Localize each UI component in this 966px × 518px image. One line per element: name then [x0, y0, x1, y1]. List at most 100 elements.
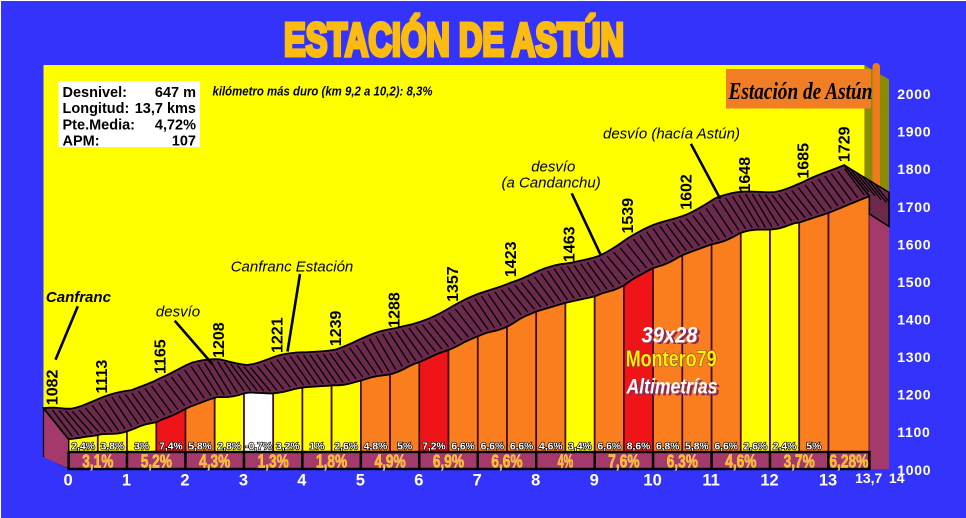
svg-text:2: 2 [180, 472, 189, 490]
svg-text:7,6%: 7,6% [608, 452, 639, 472]
svg-text:1113: 1113 [94, 360, 111, 394]
svg-text:kilómetro más duro (km 9,2 a 1: kilómetro más duro (km 9,2 a 10,2): 8,3% [213, 84, 433, 99]
svg-text:desvío: desvío [531, 159, 575, 176]
svg-text:Altimetrías: Altimetrías [628, 376, 720, 400]
svg-text:14: 14 [889, 470, 905, 486]
svg-text:2,6%: 2,6% [744, 442, 767, 453]
svg-text:Canfranc: Canfranc [46, 289, 112, 306]
svg-text:4: 4 [297, 472, 307, 490]
svg-text:9: 9 [590, 472, 599, 490]
svg-text:1165: 1165 [153, 339, 170, 374]
svg-text:1900: 1900 [897, 124, 931, 140]
svg-text:13,7: 13,7 [855, 470, 882, 486]
svg-text:4%: 4% [558, 452, 574, 472]
svg-text:1,3%: 1,3% [258, 452, 289, 472]
svg-text:39x28: 39x28 [642, 322, 699, 347]
svg-text:8: 8 [531, 472, 540, 490]
svg-text:4,3%: 4,3% [199, 452, 230, 472]
svg-text:1357: 1357 [445, 266, 462, 302]
svg-text:12: 12 [760, 472, 778, 490]
svg-text:-0,7%: -0,7% [245, 442, 272, 453]
svg-text:Pte.Media:: Pte.Media: [63, 117, 136, 133]
svg-text:desvío (hacía Astún): desvío (hacía Astún) [603, 126, 740, 143]
svg-text:5,8%: 5,8% [685, 442, 708, 453]
svg-text:1300: 1300 [897, 349, 931, 365]
svg-text:Estación de Astún: Estación de Astún [728, 79, 873, 105]
svg-text:0: 0 [64, 472, 73, 490]
svg-text:6,6%: 6,6% [510, 442, 533, 453]
svg-text:4,6%: 4,6% [725, 452, 756, 472]
svg-text:2,8%: 2,8% [218, 442, 241, 453]
svg-text:3,7%: 3,7% [784, 452, 815, 472]
svg-text:647 m: 647 m [155, 85, 196, 101]
svg-text:6,28%: 6,28% [829, 452, 868, 472]
svg-text:1: 1 [122, 472, 131, 490]
svg-text:Desnivel:: Desnivel: [63, 85, 127, 101]
svg-text:4,9%: 4,9% [375, 452, 406, 472]
svg-text:3,1%: 3,1% [82, 452, 113, 472]
svg-text:1500: 1500 [897, 274, 931, 290]
svg-text:7,2%: 7,2% [422, 442, 445, 453]
svg-text:5%: 5% [806, 442, 821, 453]
svg-text:1239: 1239 [328, 311, 345, 347]
svg-text:Canfranc Estación: Canfranc Estación [231, 259, 354, 276]
svg-text:6,8%: 6,8% [656, 442, 679, 453]
svg-text:7,4%: 7,4% [159, 442, 182, 453]
svg-text:13,7 kms: 13,7 kms [135, 101, 196, 117]
svg-text:3: 3 [239, 472, 248, 490]
svg-text:1%: 1% [310, 442, 325, 453]
svg-text:1463: 1463 [562, 226, 579, 262]
svg-text:1685: 1685 [796, 143, 813, 179]
svg-text:6,3%: 6,3% [667, 452, 698, 472]
svg-text:6,6%: 6,6% [598, 442, 621, 453]
svg-text:1423: 1423 [503, 241, 520, 277]
svg-text:Longitud:: Longitud: [63, 101, 130, 117]
svg-text:2,6%: 2,6% [334, 442, 357, 453]
svg-text:1539: 1539 [620, 198, 637, 234]
svg-text:1200: 1200 [897, 387, 931, 403]
svg-text:1082: 1082 [45, 370, 62, 406]
svg-text:6: 6 [414, 472, 423, 490]
svg-text:7: 7 [473, 472, 482, 490]
svg-text:1000: 1000 [897, 462, 931, 478]
svg-text:3,4%: 3,4% [568, 442, 591, 453]
svg-text:4,72%: 4,72% [155, 117, 196, 133]
svg-text:1729: 1729 [836, 126, 853, 162]
svg-text:1288: 1288 [386, 292, 403, 328]
svg-text:10: 10 [643, 472, 661, 490]
svg-text:39x28: 39x28 [644, 324, 701, 349]
svg-text:(a Candanchu): (a Candanchu) [501, 175, 600, 192]
svg-text:Montero79: Montero79 [626, 345, 717, 371]
svg-text:1221: 1221 [269, 317, 286, 353]
svg-text:1602: 1602 [679, 174, 696, 210]
svg-text:ESTACIÓN DE ASTÚN: ESTACIÓN DE ASTÚN [284, 13, 624, 65]
svg-text:5,2%: 5,2% [141, 452, 172, 472]
svg-text:13: 13 [819, 472, 837, 490]
svg-text:1208: 1208 [211, 322, 228, 358]
svg-text:desvío: desvío [156, 303, 200, 320]
svg-text:2,4%: 2,4% [773, 442, 796, 453]
svg-text:1648: 1648 [737, 157, 754, 193]
svg-text:107: 107 [172, 134, 196, 150]
svg-text:1600: 1600 [897, 236, 931, 252]
svg-text:2,4%: 2,4% [71, 442, 94, 453]
svg-text:Altimetrías: Altimetrías [626, 375, 718, 399]
svg-text:6,9%: 6,9% [433, 452, 464, 472]
svg-text:6,6%: 6,6% [451, 442, 474, 453]
svg-text:1100: 1100 [897, 424, 930, 440]
svg-text:4,8%: 4,8% [364, 442, 387, 453]
svg-text:6,6%: 6,6% [491, 452, 522, 472]
svg-text:2000: 2000 [897, 86, 931, 102]
svg-text:1700: 1700 [897, 199, 931, 215]
svg-text:3,2%: 3,2% [276, 442, 299, 453]
svg-text:1,8%: 1,8% [316, 452, 347, 472]
svg-text:1800: 1800 [897, 161, 931, 177]
svg-text:11: 11 [702, 472, 719, 490]
svg-text:6,6%: 6,6% [481, 442, 504, 453]
svg-text:8,6%: 8,6% [627, 442, 650, 453]
svg-text:5%: 5% [397, 442, 412, 453]
svg-text:APM:: APM: [63, 134, 100, 150]
svg-text:1400: 1400 [897, 312, 931, 328]
svg-text:5,8%: 5,8% [188, 442, 211, 453]
svg-text:6,6%: 6,6% [714, 442, 737, 453]
